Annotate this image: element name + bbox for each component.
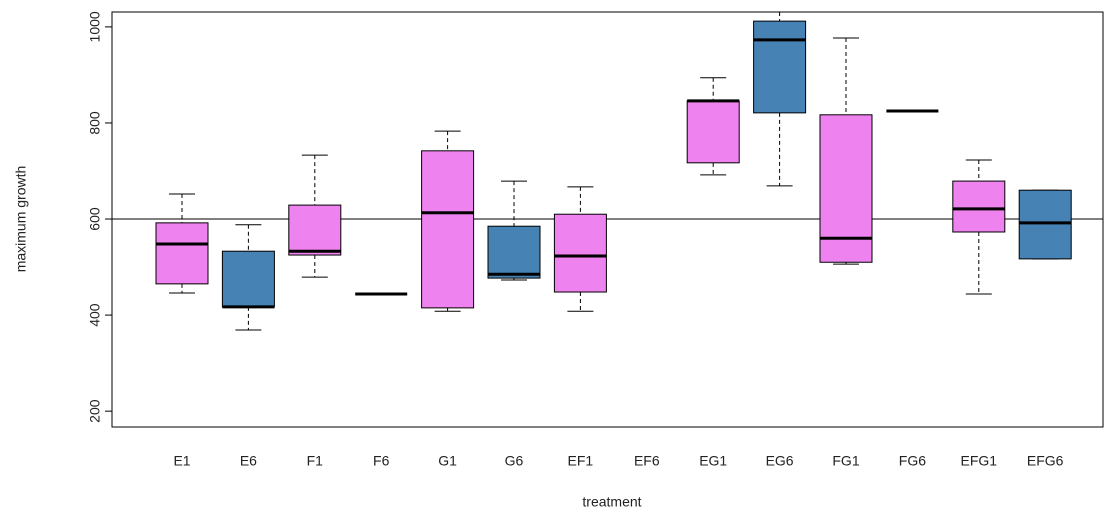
y-axis-label: maximum growth [13, 166, 29, 273]
x-tick-label: F1 [307, 453, 324, 469]
box [1018, 189, 1072, 260]
box [155, 222, 209, 285]
y-tick-label: 800 [87, 111, 103, 135]
y-tick-label: 1000 [87, 11, 103, 42]
x-tick-label: E6 [240, 453, 257, 469]
y-tick-label: 600 [87, 207, 103, 231]
x-tick-label: EG6 [766, 453, 794, 469]
x-tick-label: G1 [438, 453, 457, 469]
box [221, 250, 275, 308]
box [686, 100, 740, 164]
x-tick-label: EFG1 [961, 453, 998, 469]
x-tick-label: F6 [373, 453, 390, 469]
x-tick-label: FG6 [899, 453, 926, 469]
x-tick-label: E1 [173, 453, 190, 469]
x-tick-label: EFG6 [1027, 453, 1064, 469]
box [553, 213, 607, 293]
x-tick-label: EF6 [634, 453, 660, 469]
y-tick-label: 400 [87, 303, 103, 327]
x-tick-label: EG1 [699, 453, 727, 469]
box [487, 225, 541, 279]
x-tick-label: FG1 [832, 453, 859, 469]
box [288, 204, 342, 256]
box [819, 114, 873, 263]
box [421, 150, 475, 309]
x-tick-label: EF1 [568, 453, 594, 469]
x-axis-label: treatment [582, 494, 641, 510]
box [753, 20, 807, 114]
y-tick-label: 200 [87, 399, 103, 423]
x-tick-label: G6 [505, 453, 524, 469]
box [952, 180, 1006, 233]
